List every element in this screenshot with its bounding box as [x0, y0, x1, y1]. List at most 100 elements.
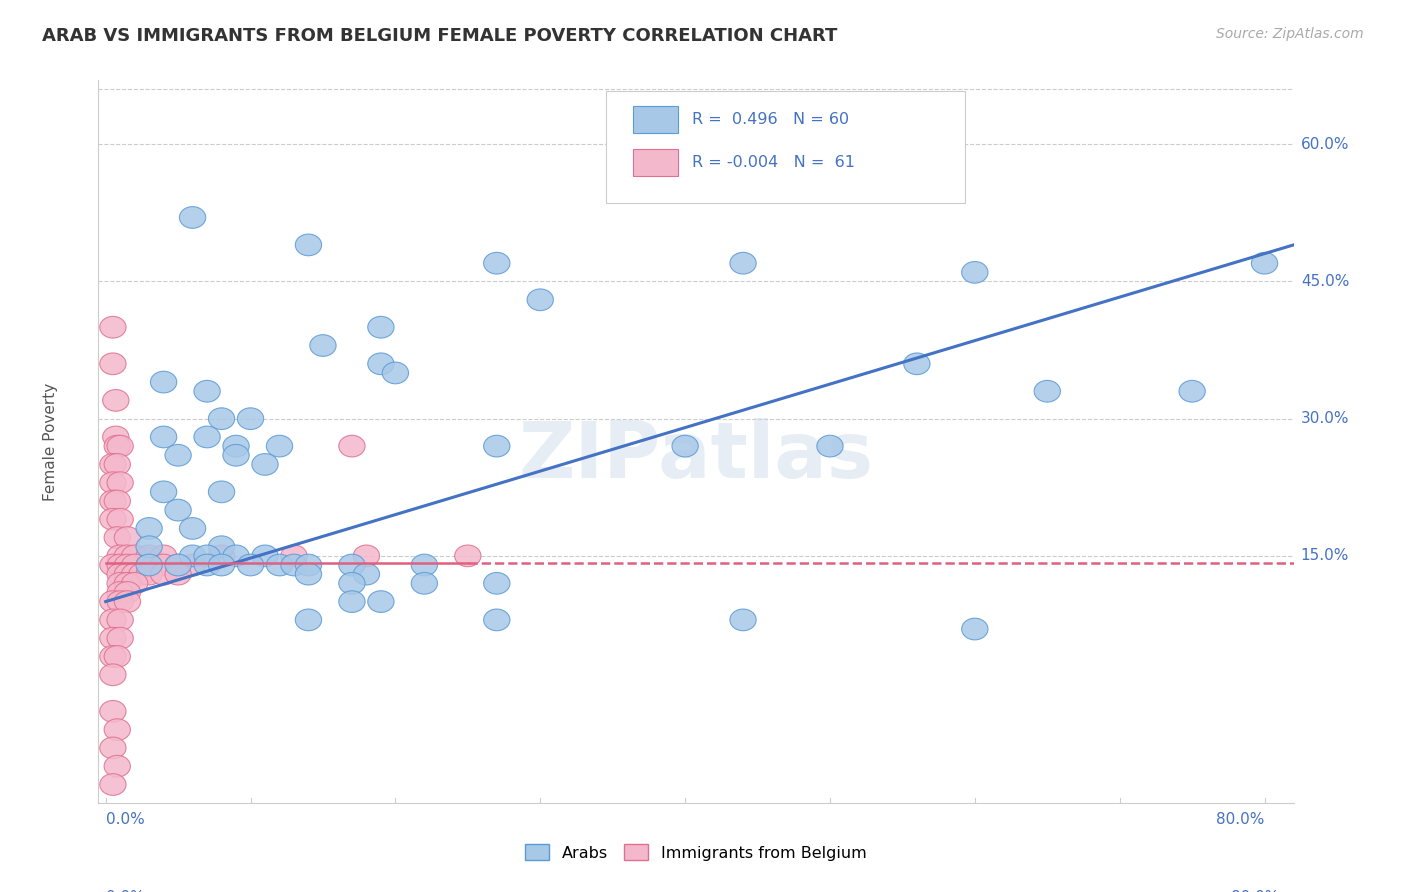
Ellipse shape	[484, 609, 510, 631]
Ellipse shape	[150, 554, 177, 576]
FancyBboxPatch shape	[633, 105, 678, 133]
Ellipse shape	[180, 545, 205, 566]
Ellipse shape	[150, 371, 177, 393]
Ellipse shape	[368, 591, 394, 613]
Ellipse shape	[281, 554, 307, 576]
Ellipse shape	[107, 554, 134, 576]
Ellipse shape	[295, 609, 322, 631]
Ellipse shape	[100, 737, 127, 759]
Ellipse shape	[1033, 380, 1060, 402]
Ellipse shape	[129, 564, 155, 585]
Ellipse shape	[252, 453, 278, 475]
Ellipse shape	[100, 773, 127, 796]
Ellipse shape	[730, 252, 756, 274]
Ellipse shape	[484, 252, 510, 274]
Ellipse shape	[136, 554, 162, 576]
Ellipse shape	[114, 591, 141, 613]
Ellipse shape	[107, 564, 134, 585]
Ellipse shape	[136, 536, 162, 558]
Ellipse shape	[104, 756, 131, 777]
Ellipse shape	[104, 719, 131, 740]
Ellipse shape	[281, 545, 307, 566]
Text: R = -0.004   N =  61: R = -0.004 N = 61	[692, 155, 855, 170]
Ellipse shape	[100, 453, 127, 475]
Ellipse shape	[114, 573, 141, 594]
Text: 45.0%: 45.0%	[1301, 274, 1350, 289]
Ellipse shape	[107, 545, 134, 566]
Ellipse shape	[150, 545, 177, 566]
Ellipse shape	[295, 564, 322, 585]
Ellipse shape	[165, 554, 191, 576]
Ellipse shape	[339, 591, 366, 613]
Ellipse shape	[107, 591, 134, 613]
Ellipse shape	[100, 591, 127, 613]
Ellipse shape	[339, 435, 366, 457]
Ellipse shape	[295, 234, 322, 256]
Ellipse shape	[165, 564, 191, 585]
Ellipse shape	[100, 472, 127, 493]
Ellipse shape	[194, 545, 221, 566]
Ellipse shape	[208, 481, 235, 503]
Ellipse shape	[150, 426, 177, 448]
Ellipse shape	[309, 334, 336, 356]
Text: R =  0.496   N = 60: R = 0.496 N = 60	[692, 112, 849, 127]
Ellipse shape	[904, 353, 929, 375]
Ellipse shape	[484, 435, 510, 457]
Ellipse shape	[238, 554, 264, 576]
Ellipse shape	[672, 435, 699, 457]
Ellipse shape	[962, 618, 988, 640]
Text: 80.0%: 80.0%	[1216, 812, 1264, 827]
FancyBboxPatch shape	[606, 91, 965, 203]
Ellipse shape	[114, 582, 141, 603]
Ellipse shape	[121, 564, 148, 585]
Ellipse shape	[165, 554, 191, 576]
Ellipse shape	[100, 609, 127, 631]
Ellipse shape	[104, 435, 131, 457]
Ellipse shape	[104, 490, 131, 512]
Ellipse shape	[104, 453, 131, 475]
Text: 15.0%: 15.0%	[1301, 549, 1350, 564]
Ellipse shape	[104, 527, 131, 549]
Text: 0.0%: 0.0%	[105, 889, 145, 892]
Ellipse shape	[339, 554, 366, 576]
Ellipse shape	[100, 554, 127, 576]
Ellipse shape	[484, 573, 510, 594]
Ellipse shape	[224, 435, 249, 457]
Ellipse shape	[962, 261, 988, 283]
Ellipse shape	[121, 573, 148, 594]
Ellipse shape	[208, 554, 235, 576]
Ellipse shape	[266, 435, 292, 457]
Ellipse shape	[103, 426, 129, 448]
Ellipse shape	[100, 700, 127, 723]
Ellipse shape	[107, 582, 134, 603]
Text: ARAB VS IMMIGRANTS FROM BELGIUM FEMALE POVERTY CORRELATION CHART: ARAB VS IMMIGRANTS FROM BELGIUM FEMALE P…	[42, 27, 838, 45]
Text: 30.0%: 30.0%	[1301, 411, 1350, 426]
Ellipse shape	[165, 444, 191, 467]
Ellipse shape	[180, 207, 205, 228]
Ellipse shape	[208, 536, 235, 558]
Ellipse shape	[224, 545, 249, 566]
Ellipse shape	[136, 554, 162, 576]
Ellipse shape	[121, 545, 148, 566]
Ellipse shape	[194, 380, 221, 402]
Ellipse shape	[114, 554, 141, 576]
Text: 0.0%: 0.0%	[105, 812, 145, 827]
Ellipse shape	[382, 362, 409, 384]
Ellipse shape	[180, 554, 205, 576]
Ellipse shape	[194, 426, 221, 448]
Ellipse shape	[107, 508, 134, 530]
Text: Female Poverty: Female Poverty	[44, 383, 58, 500]
Ellipse shape	[368, 353, 394, 375]
Ellipse shape	[100, 664, 127, 686]
Ellipse shape	[107, 573, 134, 594]
Ellipse shape	[114, 527, 141, 549]
Ellipse shape	[454, 545, 481, 566]
Ellipse shape	[107, 472, 134, 493]
Ellipse shape	[527, 289, 554, 310]
Ellipse shape	[100, 353, 127, 375]
FancyBboxPatch shape	[633, 149, 678, 177]
Ellipse shape	[100, 490, 127, 512]
Ellipse shape	[208, 545, 235, 566]
Ellipse shape	[136, 517, 162, 540]
Ellipse shape	[730, 609, 756, 631]
